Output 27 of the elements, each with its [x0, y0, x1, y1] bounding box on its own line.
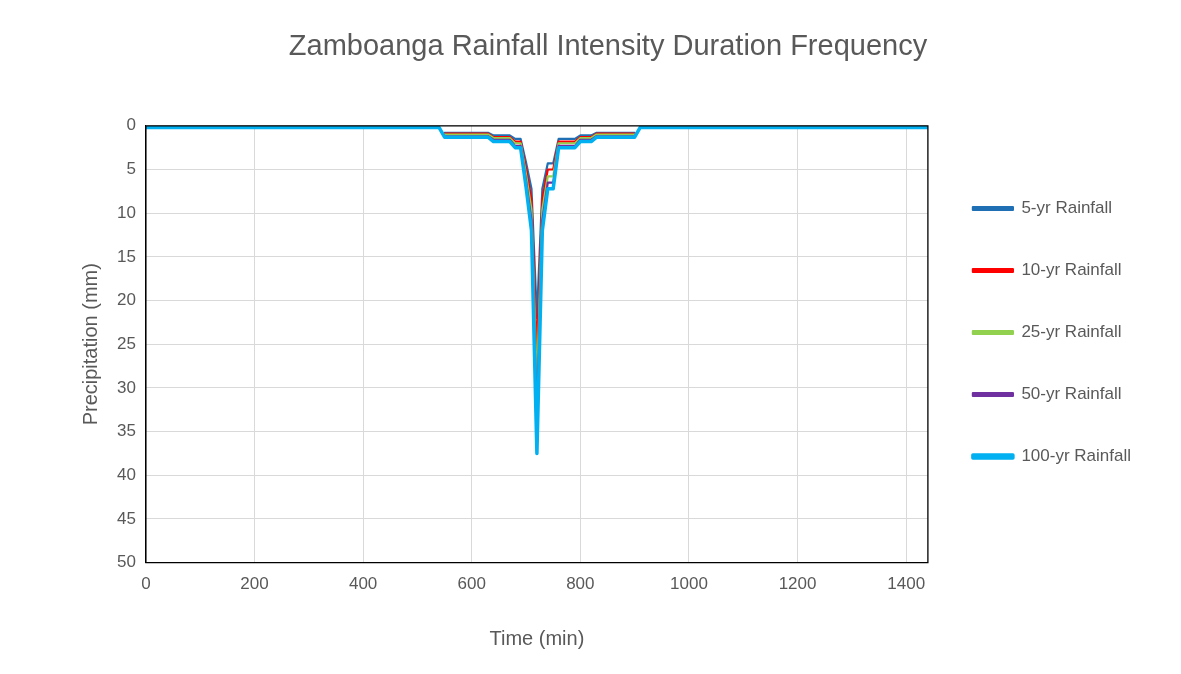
y-tick-label: 35 — [116, 421, 136, 441]
y-tick-label: 10 — [116, 202, 136, 222]
y-tick-label: 0 — [126, 115, 136, 135]
legend-label: 5-yr Rainfall — [1021, 198, 1113, 218]
legend-label: 100-yr Rainfall — [1021, 446, 1132, 466]
x-axis-title: Time (min) — [489, 626, 585, 649]
x-tick-label: 200 — [240, 574, 269, 594]
y-tick-label: 5 — [126, 159, 136, 179]
y-tick-label: 50 — [116, 552, 136, 572]
x-tick-label: 0 — [141, 574, 151, 594]
x-tick-label: 1000 — [670, 574, 708, 594]
x-tick-label: 800 — [566, 574, 595, 594]
chart-title: Zamboanga Rainfall Intensity Duration Frequency — [288, 29, 928, 62]
y-tick-label: 25 — [116, 333, 136, 353]
legend-label: 10-yr Rainfall — [1021, 260, 1122, 280]
x-tick-label: 600 — [457, 574, 486, 594]
y-axis-title: Precipitation (mm) — [78, 263, 101, 426]
legend-label: 50-yr Rainfall — [1021, 384, 1122, 404]
y-tick-label: 30 — [116, 377, 136, 397]
y-tick-label: 15 — [116, 246, 136, 266]
x-tick-label: 1200 — [778, 574, 817, 594]
x-tick-label: 400 — [348, 574, 378, 594]
y-tick-label: 45 — [116, 508, 136, 528]
y-tick-label: 20 — [116, 290, 136, 310]
legend-label: 25-yr Rainfall — [1021, 322, 1122, 342]
y-tick-label: 40 — [116, 464, 136, 484]
x-tick-label: 1400 — [887, 574, 926, 594]
